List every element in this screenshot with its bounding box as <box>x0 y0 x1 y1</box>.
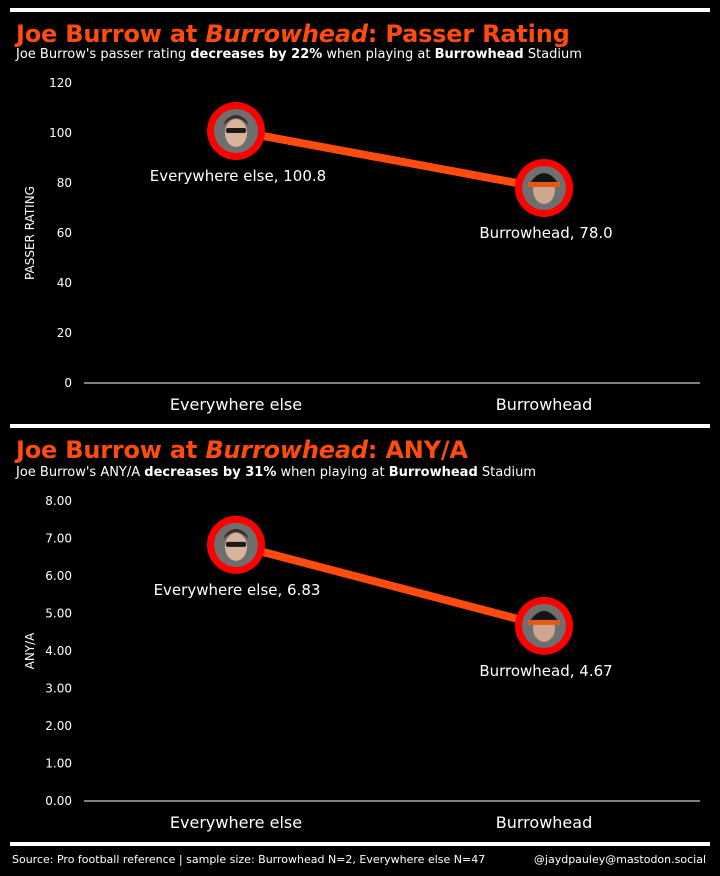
bottom-rule <box>10 842 710 846</box>
y-tick-label: 4.00 <box>45 644 72 658</box>
sunglasses-icon <box>226 541 246 547</box>
x-category-label: Everywhere else <box>170 395 302 414</box>
y-tick-label: 3.00 <box>45 682 72 696</box>
series-line <box>232 127 548 192</box>
y-tick-label: 80 <box>57 176 72 190</box>
y-tick-label: 6.00 <box>45 569 72 583</box>
chart-1-subtitle: Joe Burrow's passer rating decreases by … <box>16 47 582 62</box>
y-axis-label: ANY/A <box>23 632 37 670</box>
player-hair-icon <box>224 528 248 539</box>
y-tick-label: 1.00 <box>45 757 72 771</box>
chart-1-title: Joe Burrow at Burrowhead: Passer Rating <box>16 20 570 48</box>
x-category-label: Everywhere else <box>170 813 302 832</box>
y-tick-label: 0.00 <box>45 794 72 808</box>
data-point-label: Burrowhead, 78.0 <box>479 224 612 242</box>
y-tick-label: 100 <box>49 126 72 140</box>
author-credit: @jaydpauley@mastodon.social <box>533 853 706 866</box>
player-hair-icon <box>224 115 248 125</box>
y-tick-label: 0 <box>64 376 72 390</box>
y-tick-label: 8.00 <box>45 494 72 508</box>
x-category-label: Burrowhead <box>496 395 592 414</box>
y-tick-label: 7.00 <box>45 532 72 546</box>
y-tick-label: 20 <box>57 326 72 340</box>
beanie-stripe-icon <box>528 619 560 625</box>
data-point-label: Everywhere else, 6.83 <box>154 581 321 599</box>
middle-rule <box>10 424 710 428</box>
beanie-stripe-icon <box>528 182 560 187</box>
chart-2-subtitle: Joe Burrow's ANY/A decreases by 31% when… <box>16 465 536 480</box>
data-point-label: Everywhere else, 100.8 <box>150 167 326 185</box>
x-category-label: Burrowhead <box>496 813 592 832</box>
y-tick-label: 5.00 <box>45 607 72 621</box>
any-a-chart: ANY/A 0.00 1.00 2.00 3.00 4.00 5.00 6.00 7.00 8.0… <box>23 494 700 832</box>
sunglasses-icon <box>226 128 246 133</box>
y-tick-label: 40 <box>57 276 72 290</box>
y-tick-label: 60 <box>57 226 72 240</box>
y-tick-label: 2.00 <box>45 719 72 733</box>
y-tick-label: 120 <box>49 76 72 90</box>
source-note: Source: Pro football reference | sample … <box>12 853 486 866</box>
y-axis-label: PASSER RATING <box>23 186 37 280</box>
passer-rating-chart: PASSER RATING 0 20 40 60 80 100 120 Everywhere e… <box>23 76 700 414</box>
top-rule <box>10 8 710 12</box>
series-line <box>232 540 548 630</box>
data-point-label: Burrowhead, 4.67 <box>479 662 612 680</box>
chart-2-title: Joe Burrow at Burrowhead: ANY/A <box>16 436 468 464</box>
